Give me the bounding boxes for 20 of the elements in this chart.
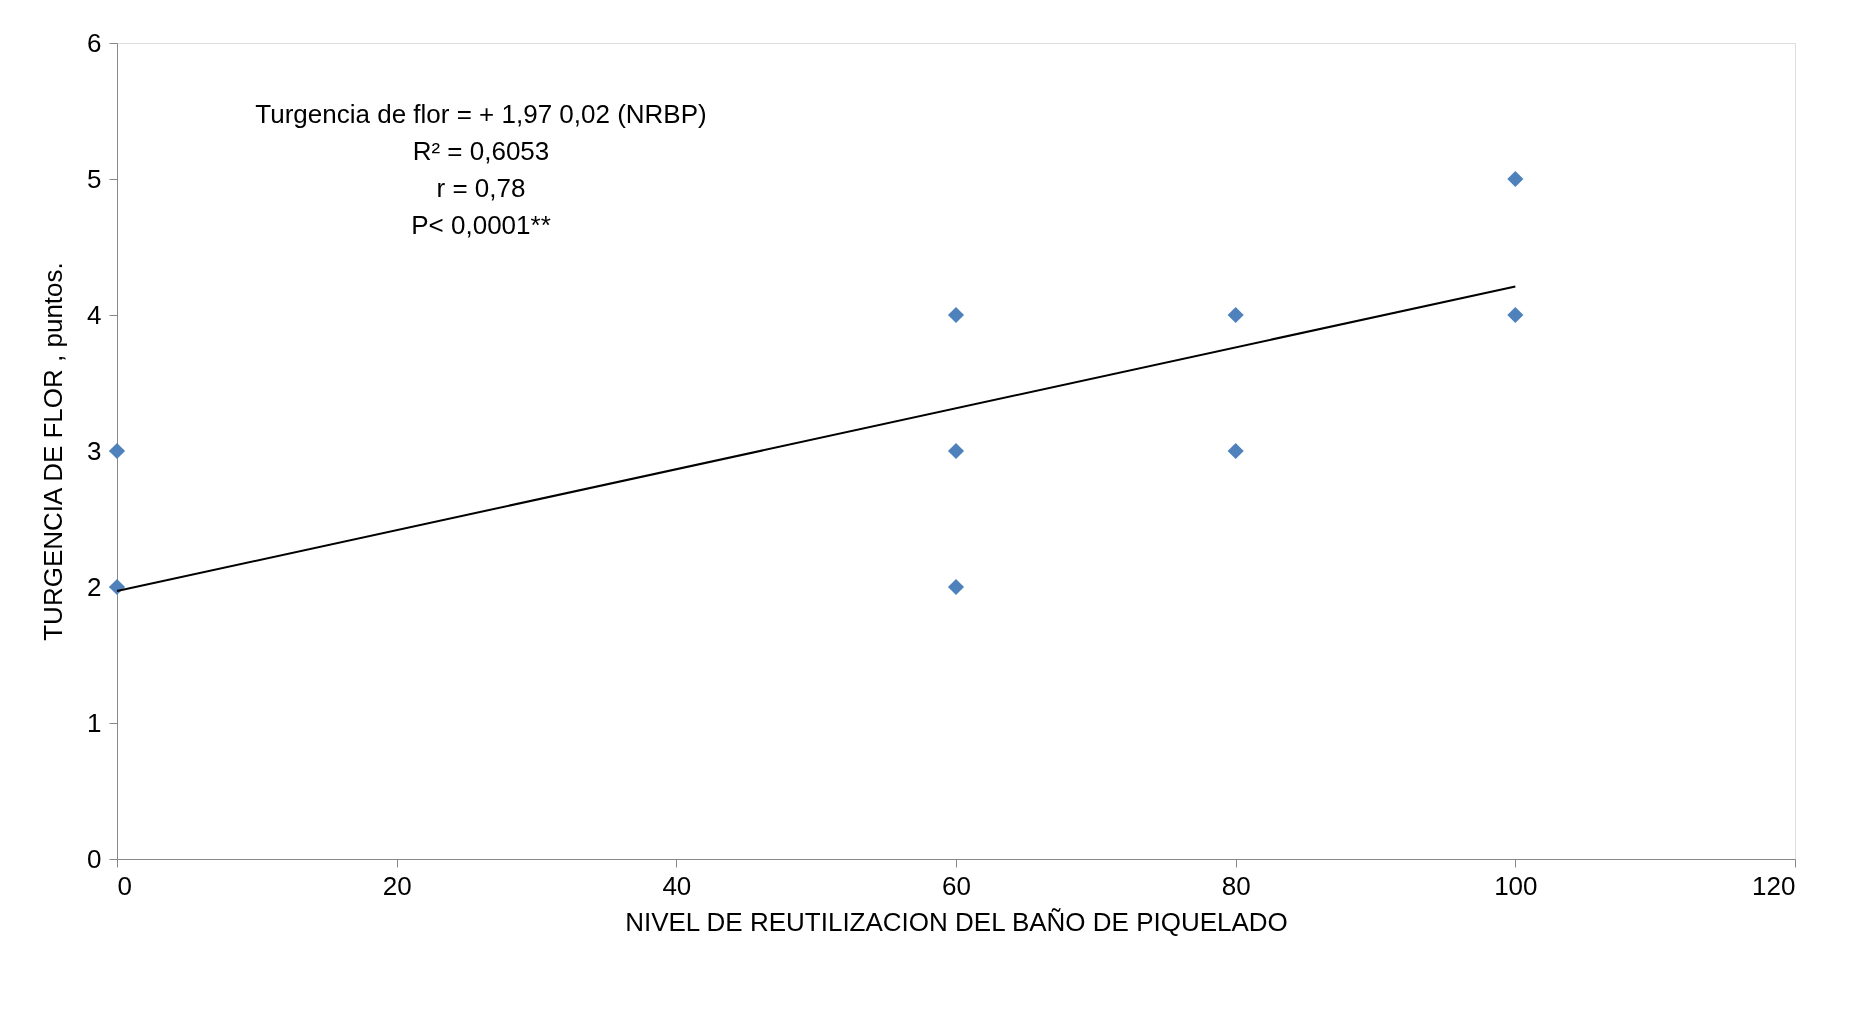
x-tick-label: 60 (942, 870, 971, 901)
annotation: P< 0,0001** (411, 210, 551, 240)
x-tick-label: 80 (1221, 870, 1251, 901)
y-tick-label: 3 (87, 435, 102, 466)
y-tick-label: 5 (87, 163, 102, 194)
x-axis-title: NIVEL DE REUTILIZACION DEL BAÑO DE PIQUELADO (625, 906, 1288, 937)
x-tick-label: 120 (1752, 870, 1796, 901)
annotation: r = 0,78 (436, 173, 526, 203)
x-tick-label: 40 (662, 870, 692, 901)
annotation: Turgencia de flor = + 1,97 0,02 (NRBP) (255, 99, 707, 129)
y-tick-label: 4 (87, 299, 102, 330)
y-tick-label: 6 (87, 27, 102, 58)
y-tick-label: 0 (87, 843, 102, 874)
x-tick-label: 100 (1494, 870, 1538, 901)
y-tick-label: 1 (87, 707, 102, 738)
x-tick-label: 20 (382, 870, 412, 901)
annotation: R² = 0,6053 (412, 136, 550, 166)
x-tick-label: 0 (117, 870, 132, 901)
y-axis-title: TURGENCIA DE FLOR , puntos. (38, 262, 69, 641)
y-tick-label: 2 (87, 571, 102, 602)
